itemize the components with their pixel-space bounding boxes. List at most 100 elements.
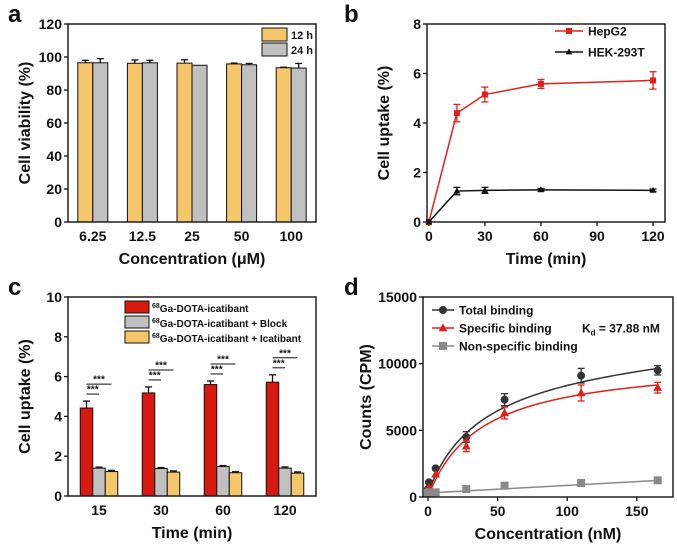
fit-curve: [427, 367, 658, 494]
legend-label: 68Ga-DOTA-icatibant + Block: [152, 318, 288, 330]
y-tick-label: 0: [54, 488, 62, 504]
x-axis-label: Concentration (μM): [119, 251, 266, 268]
x-tick-label: 100: [556, 503, 580, 519]
data-point: [653, 476, 662, 485]
bar: [104, 471, 119, 497]
data-point: [431, 469, 441, 478]
kd-annotation: Kd = 37.88 nM: [582, 322, 660, 338]
x-tick-label: 100: [280, 228, 304, 244]
data-point: [424, 488, 433, 497]
legend-swatch: [124, 300, 150, 314]
x-axis-label: Concentration (nM): [475, 526, 622, 543]
y-tick-label: 5000: [386, 422, 417, 438]
significance-stars: ***: [155, 360, 167, 371]
data-point: [650, 77, 657, 84]
x-tick-label: 30: [153, 502, 169, 518]
legend-marker: [438, 323, 448, 332]
y-tick-label: 10000: [378, 356, 417, 372]
legend-marker: [565, 48, 573, 55]
significance-stars: ***: [211, 364, 223, 375]
bar: [241, 64, 258, 223]
panel-label: b: [344, 1, 359, 28]
x-tick-label: 60: [533, 228, 549, 244]
y-tick-label: 8: [413, 16, 421, 32]
y-tick-label: 15000: [378, 289, 417, 305]
data-point: [653, 382, 663, 391]
bar: [79, 407, 94, 497]
y-tick-label: 120: [39, 16, 63, 32]
plot-frame: [67, 296, 317, 497]
bar: [141, 392, 156, 497]
x-axis-label: Time (min): [506, 251, 587, 268]
bar: [77, 62, 94, 223]
y-tick-label: 10: [46, 289, 62, 305]
panel-label: c: [8, 274, 21, 301]
y-tick-label: 0: [409, 489, 417, 505]
y-axis-label: Cell viability (%): [17, 62, 34, 185]
data-point: [453, 110, 460, 117]
data-point: [462, 485, 471, 493]
y-tick-label: 6: [54, 369, 62, 385]
y-tick-label: 80: [46, 82, 62, 98]
y-tick-label: 0: [54, 214, 62, 230]
data-point: [431, 464, 440, 473]
series-non-specific-binding: [424, 476, 662, 497]
bar: [191, 64, 208, 223]
bar: [265, 381, 280, 497]
data-point: [453, 187, 461, 194]
panel-label: a: [8, 1, 22, 28]
legend-label: 68Ga-DOTA-icatibant + Icatibant: [152, 333, 302, 345]
bar: [226, 63, 243, 223]
significance-stars: ***: [217, 354, 229, 365]
data-point: [577, 371, 586, 380]
data-point: [500, 481, 509, 490]
legend-marker: [439, 306, 447, 314]
x-tick-label: 30: [477, 228, 493, 244]
panel-b: b 0 2 4 6 8 Cell uptake (%) Time (min) 0 30 60 90 12…: [344, 1, 666, 268]
y-tick-label: 60: [46, 115, 62, 131]
panel-d: d 0 5000 10000 15000 Counts (CPM) Concentratio…: [344, 274, 674, 543]
significance-stars: ***: [93, 375, 105, 386]
bar: [154, 468, 168, 497]
x-tick-label: 15: [91, 502, 107, 518]
y-tick-label: 40: [46, 148, 62, 164]
data-point: [481, 91, 488, 98]
x-tick-label: 120: [273, 502, 297, 518]
significance-stars: ***: [273, 358, 285, 369]
x-axis-label: Time (min): [152, 525, 233, 542]
bar: [216, 466, 230, 497]
series-line: [428, 79, 654, 223]
y-axis-label: Counts (CPM): [358, 344, 375, 450]
data-point: [500, 408, 509, 417]
bar: [126, 62, 143, 223]
x-tick-label: 60: [215, 502, 231, 518]
significance-stars: ***: [149, 370, 161, 381]
data-point: [500, 395, 509, 404]
series-hek-293t: [425, 186, 657, 225]
data-point: [461, 441, 471, 450]
plot-frame: [426, 23, 666, 223]
legend-marker: [566, 28, 572, 34]
legend-swatch: [124, 315, 150, 329]
bar: [290, 67, 307, 223]
legend-label: Specific binding: [459, 322, 552, 336]
x-tick-label: 90: [589, 228, 605, 244]
data-point: [462, 433, 471, 441]
bar: [275, 67, 292, 223]
data-point: [649, 186, 657, 193]
plot-frame: [67, 23, 317, 223]
legend-swatch: [261, 27, 288, 42]
y-tick-label: 20: [46, 181, 62, 197]
legend-label: 12 h: [291, 30, 313, 42]
legend-swatch: [261, 42, 288, 57]
legend-label: Non-specific binding: [459, 340, 578, 354]
y-tick-label: 4: [54, 408, 62, 424]
significance-stars: ***: [87, 385, 99, 396]
data-point: [537, 80, 544, 87]
x-tick-label: 0: [424, 503, 432, 519]
series-hepg2: [425, 71, 657, 225]
y-tick-label: 2: [54, 448, 62, 464]
data-point: [537, 186, 545, 193]
x-tick-label: 12.5: [129, 228, 156, 244]
data-point: [431, 488, 440, 497]
